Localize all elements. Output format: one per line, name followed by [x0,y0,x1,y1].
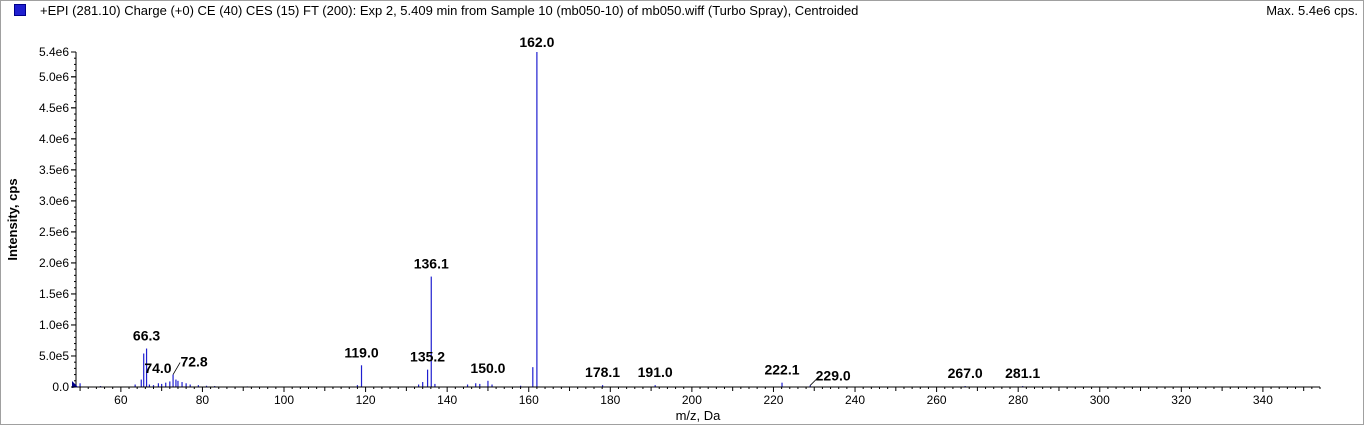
y-tick-label: 5.0e5 [39,349,69,363]
peak-label: 74.0 [144,360,171,376]
y-axis-label: Intensity, cps [5,178,20,260]
y-tick-label: 2.0e6 [39,256,69,270]
peak-label: 178.1 [585,364,620,380]
x-tick-label: 60 [114,393,128,407]
x-tick-label: 340 [1253,393,1273,407]
y-tick-label: 2.5e6 [39,225,69,239]
peak-label: 72.8 [180,354,207,370]
peak-label: 119.0 [344,344,378,360]
peak-label: 229.0 [816,367,851,383]
y-tick-label: 4.5e6 [39,101,69,115]
x-tick-label: 100 [274,393,294,407]
peak-labels-group: 66.3 74.0 72.8 119.0 135.2 136.1 150.0 162.0 178… [133,34,1040,386]
x-tick-label: 180 [600,393,620,407]
x-tick-label: 260 [927,393,947,407]
peak-label: 267.0 [948,365,983,381]
peak-label: 191.0 [638,364,673,380]
peak-label-leader [172,362,181,375]
x-axis-label: m/z, Da [676,408,722,423]
y-tick-label: 1.0e6 [39,318,69,332]
chart-title: +EPI (281.10) Charge (+0) CE (40) CES (1… [40,3,859,18]
y-tick-label: 3.0e6 [39,194,69,208]
x-tick-label: 120 [356,393,376,407]
x-tick-label: 240 [845,393,865,407]
y-tick-label: 0.0 [52,380,69,394]
x-tick-label: 200 [682,393,702,407]
x-tick-label: 80 [196,393,210,407]
x-tick-label: 320 [1171,393,1191,407]
peak-label: 281.1 [1005,365,1040,381]
x-tick-label: 300 [1090,393,1110,407]
max-intensity-label: Max. 5.4e6 cps. [1266,3,1358,18]
legend-swatch [14,4,26,16]
peaks-group [79,52,1024,387]
axes-group: 60 80 100 120 140 160 180 200 220 240 260 280 300 320… [39,45,1321,407]
x-tick-label: 220 [763,393,783,407]
peak-label-leader [809,376,820,386]
peak-label: 150.0 [470,360,505,376]
peak-label: 162.0 [519,34,554,50]
y-tick-label: 1.5e6 [39,287,69,301]
peak-label: 66.3 [133,328,160,344]
y-tick-label: 5.0e6 [39,70,69,84]
y-tick-label: 5.4e6 [39,45,69,59]
origin-marker [72,381,78,388]
peak-label: 222.1 [764,362,799,378]
y-tick-label: 3.5e6 [39,163,69,177]
x-tick-label: 140 [437,393,457,407]
x-tick-label: 160 [519,393,539,407]
peak-label: 135.2 [410,349,445,365]
x-tick-label: 280 [1008,393,1028,407]
y-tick-label: 4.0e6 [39,132,69,146]
peak-label: 136.1 [414,256,449,272]
